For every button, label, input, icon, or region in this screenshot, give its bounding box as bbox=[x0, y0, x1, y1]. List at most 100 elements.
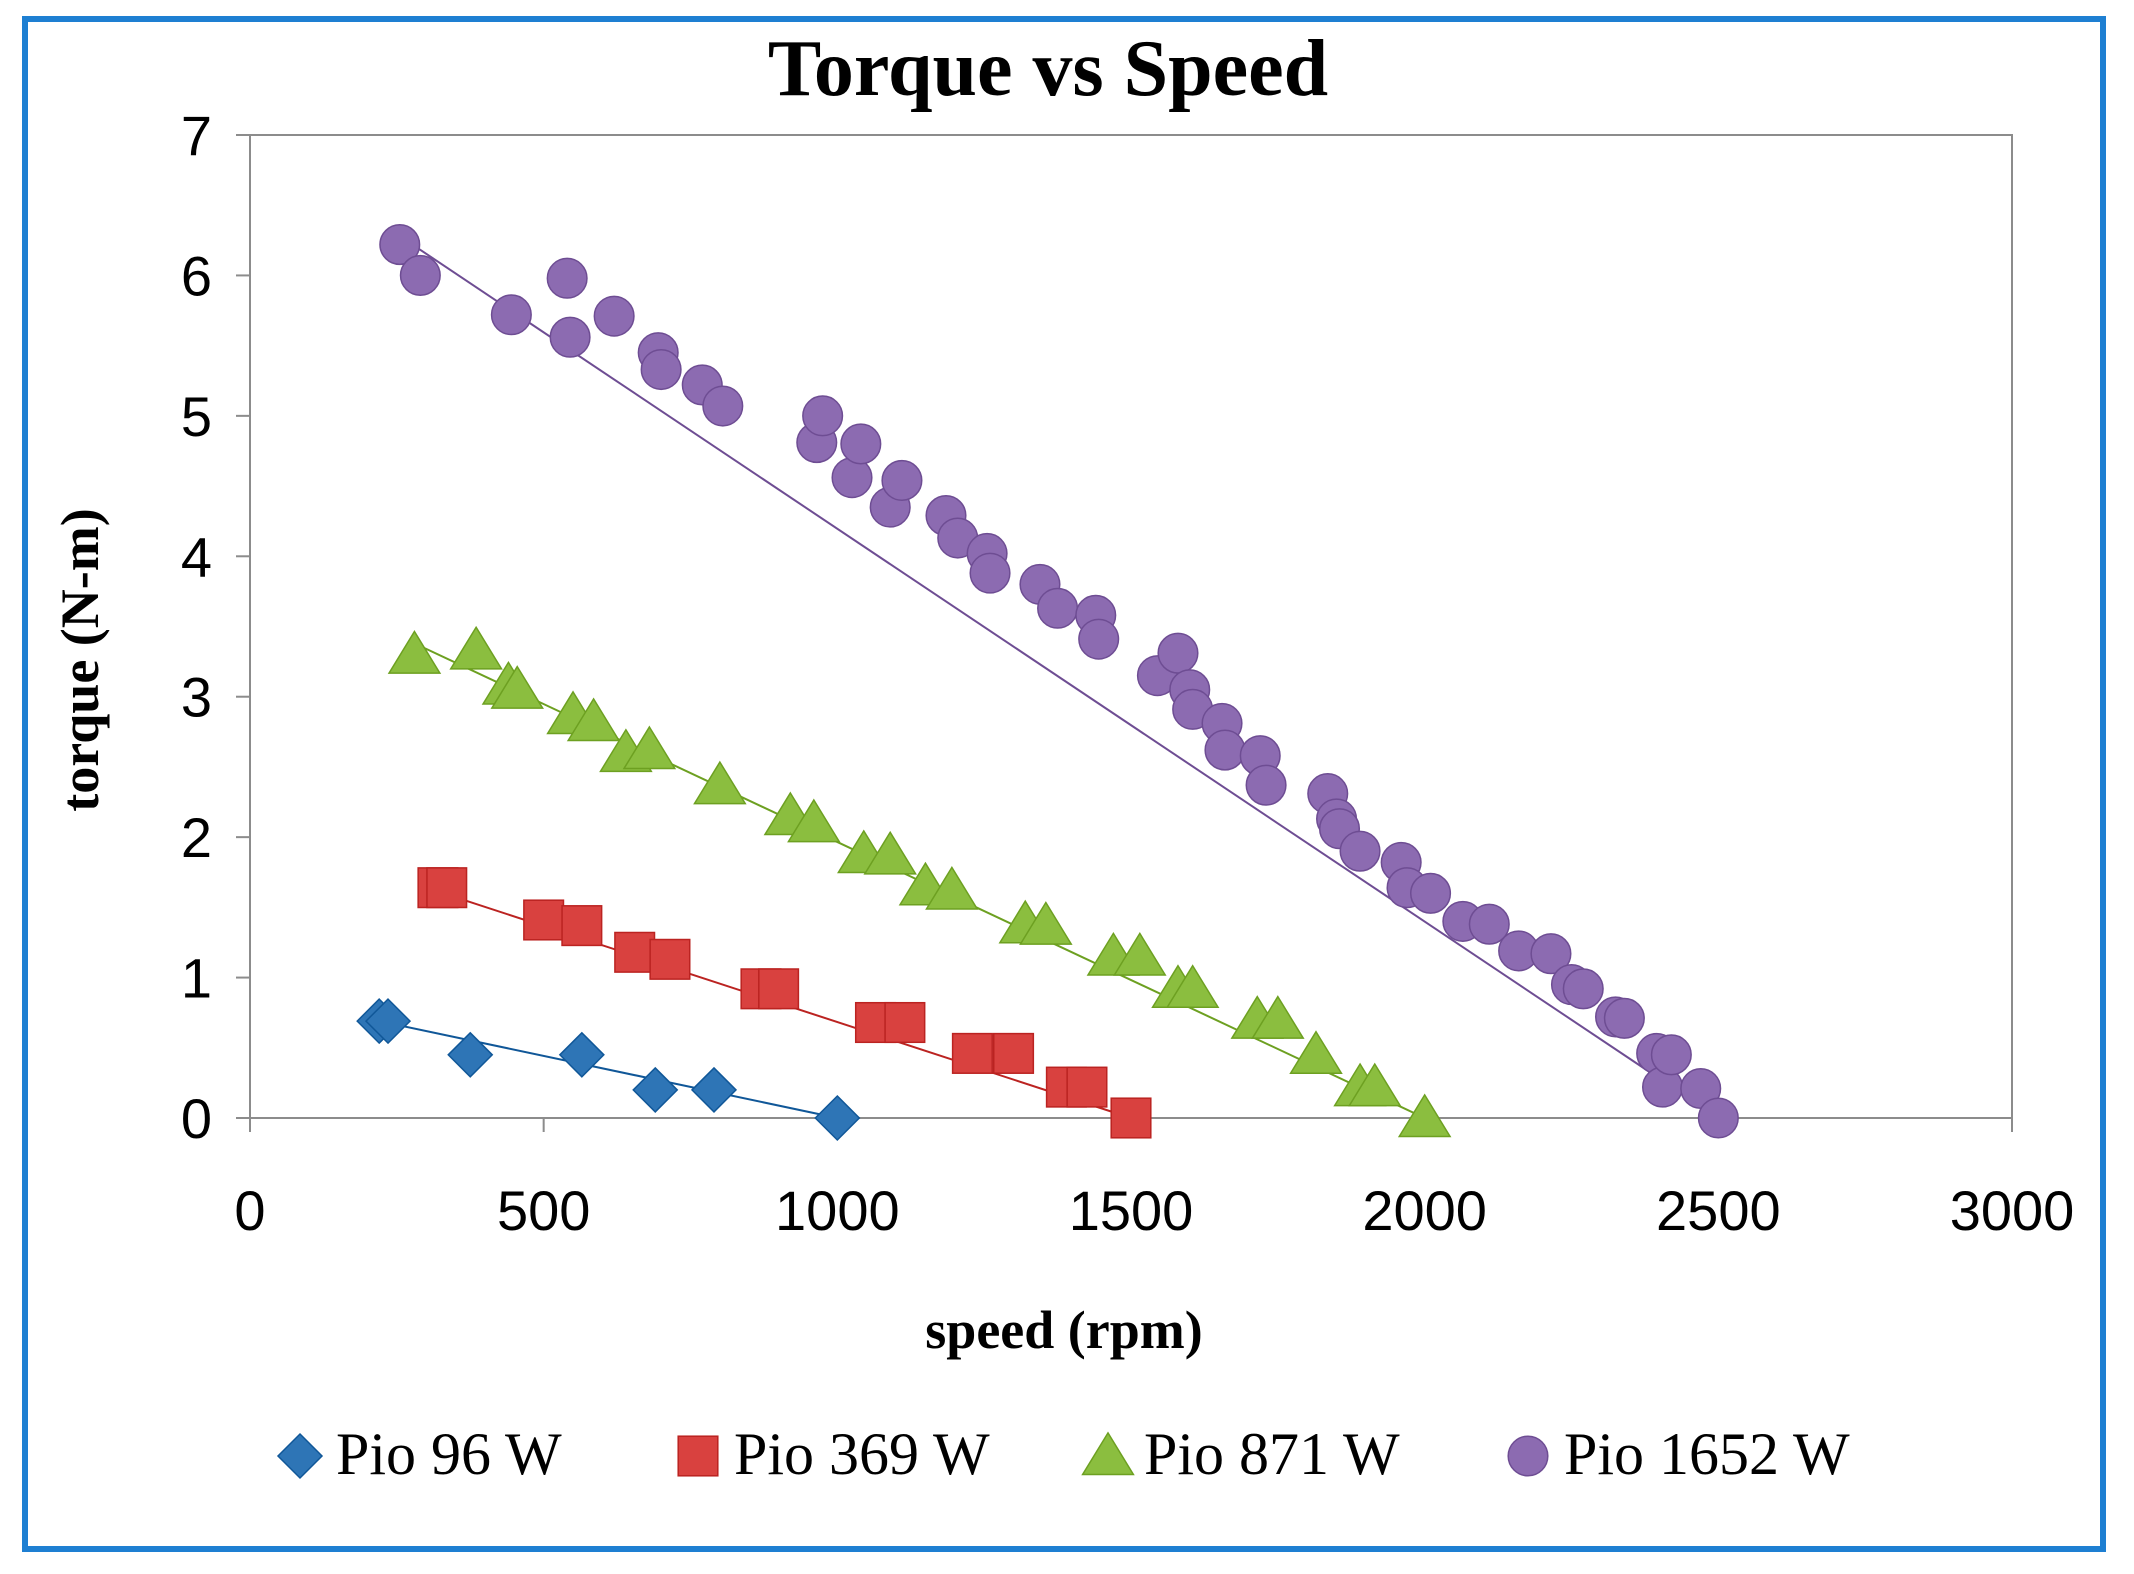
trendline-pio-96-w bbox=[379, 1020, 838, 1119]
data-point-pio-871-w bbox=[1165, 964, 1220, 1009]
data-point-pio-1652-w bbox=[1603, 997, 1645, 1039]
data-point-pio-871-w bbox=[1019, 901, 1073, 945]
series-pio-1652-w bbox=[379, 223, 1739, 1139]
legend-marker-pio-369-w bbox=[677, 1435, 719, 1477]
series-pio-369-w bbox=[417, 867, 1152, 1139]
series-pio-871-w bbox=[387, 625, 1452, 1138]
data-point-pio-1652-w bbox=[640, 348, 682, 391]
legend-item-pio-369-w: Pio 369 W bbox=[677, 1421, 990, 1487]
data-point-pio-96-w bbox=[690, 1066, 738, 1113]
data-point-pio-1652-w bbox=[1037, 587, 1079, 629]
legend-marker-pio-871-w bbox=[1081, 1431, 1135, 1476]
x-tick-label: 2000 bbox=[1362, 1179, 1487, 1242]
y-tick-label: 0 bbox=[181, 1087, 212, 1150]
data-point-pio-1652-w bbox=[549, 316, 591, 358]
data-point-pio-1652-w bbox=[399, 254, 441, 296]
x-tick-label: 3000 bbox=[1950, 1179, 2075, 1242]
data-point-pio-96-w bbox=[558, 1031, 605, 1078]
data-point-pio-1652-w bbox=[802, 395, 844, 437]
data-point-pio-1652-w bbox=[1530, 933, 1572, 975]
legend-label: Pio 96 W bbox=[336, 1421, 562, 1487]
x-tick-label: 1000 bbox=[775, 1179, 900, 1242]
data-point-pio-369-w bbox=[992, 1032, 1035, 1074]
x-tick-label: 1500 bbox=[1069, 1179, 1194, 1242]
data-point-pio-871-w bbox=[566, 697, 621, 742]
data-point-pio-871-w bbox=[1289, 1030, 1343, 1075]
torque-speed-chart: Torque vs Speed 0 500 1000 1500 2000 2500 3000… bbox=[50, 25, 2074, 1487]
data-point-pio-1652-w bbox=[1078, 618, 1120, 660]
data-point-pio-369-w bbox=[758, 968, 800, 1010]
data-point-pio-871-w bbox=[387, 630, 442, 674]
trendline-pio-1652-w bbox=[399, 235, 1719, 1119]
data-point-pio-1652-w bbox=[840, 423, 882, 465]
legend-item-pio-1652-w: Pio 1652 W bbox=[1507, 1421, 1850, 1487]
legend-item-pio-871-w: Pio 871 W bbox=[1081, 1421, 1400, 1487]
data-point-pio-871-w bbox=[449, 625, 503, 670]
data-point-pio-871-w bbox=[1251, 995, 1305, 1039]
legend-marker-pio-96-w bbox=[276, 1432, 324, 1480]
y-tick-label: 7 bbox=[181, 104, 212, 167]
y-tick-label: 1 bbox=[181, 947, 212, 1010]
data-point-pio-369-w bbox=[1066, 1066, 1108, 1108]
legend-label: Pio 369 W bbox=[734, 1421, 990, 1487]
data-point-pio-1652-w bbox=[1339, 830, 1381, 872]
data-point-pio-1652-w bbox=[1204, 729, 1246, 771]
chart-frame: Torque vs Speed 0 500 1000 1500 2000 2500 3000… bbox=[22, 16, 2106, 1552]
data-point-pio-1652-w bbox=[1245, 764, 1287, 806]
data-point-pio-1652-w bbox=[969, 552, 1011, 594]
data-point-pio-1652-w bbox=[546, 257, 588, 299]
series-pio-96-w bbox=[356, 998, 861, 1142]
trendlines bbox=[379, 235, 1719, 1119]
data-point-pio-1652-w bbox=[702, 385, 744, 427]
y-tick-label: 2 bbox=[181, 806, 212, 869]
data-point-pio-369-w bbox=[523, 899, 565, 941]
data-point-pio-1652-w bbox=[490, 294, 532, 336]
data-point-pio-871-w bbox=[622, 725, 677, 770]
y-tick-label: 4 bbox=[181, 525, 212, 588]
data-point-pio-369-w bbox=[649, 938, 691, 980]
data-point-pio-1652-w bbox=[1468, 903, 1510, 945]
data-point-pio-369-w bbox=[561, 905, 603, 947]
chart-title: Torque vs Speed bbox=[768, 25, 1328, 113]
axes: 0 500 1000 1500 2000 2500 3000 0 1 2 3 4 5 6 7 bbox=[181, 104, 2074, 1242]
data-point-pio-1652-w bbox=[1697, 1097, 1739, 1139]
data-point-pio-369-w bbox=[426, 867, 468, 909]
data-point-pio-871-w bbox=[693, 760, 747, 805]
data-point-pio-871-w bbox=[1113, 931, 1167, 976]
data-point-pio-96-w bbox=[364, 998, 412, 1045]
y-tick-label: 6 bbox=[181, 244, 212, 307]
legend-label: Pio 871 W bbox=[1144, 1421, 1400, 1487]
data-point-pio-871-w bbox=[863, 830, 917, 875]
data-point-pio-1652-w bbox=[1409, 872, 1452, 914]
data-point-pio-1652-w bbox=[881, 459, 923, 502]
data-point-pio-369-w bbox=[1110, 1097, 1152, 1139]
data-point-pio-369-w bbox=[951, 1032, 993, 1074]
y-tick-label: 5 bbox=[181, 385, 212, 448]
data-point-pio-871-w bbox=[1397, 1093, 1452, 1138]
x-tick-label: 2500 bbox=[1656, 1179, 1781, 1242]
y-axis-label: torque (N-m) bbox=[50, 508, 110, 811]
data-point-pio-369-w bbox=[884, 1001, 926, 1044]
x-tick-label: 500 bbox=[497, 1179, 590, 1242]
data-point-pio-96-w bbox=[632, 1066, 679, 1113]
data-point-pio-1652-w bbox=[1650, 1034, 1692, 1076]
legend-item-pio-96-w: Pio 96 W bbox=[276, 1421, 562, 1487]
data-point-pio-1652-w bbox=[593, 295, 635, 337]
data-point-pio-871-w bbox=[925, 865, 979, 910]
x-tick-label: 0 bbox=[234, 1179, 265, 1242]
data-point-pio-1652-w bbox=[1562, 968, 1604, 1010]
data-point-pio-96-w bbox=[814, 1094, 861, 1142]
data-point-pio-871-w bbox=[1347, 1062, 1402, 1107]
data-point-pio-96-w bbox=[447, 1031, 494, 1078]
data-point-pio-369-w bbox=[614, 931, 656, 973]
data-point-pio-1652-w bbox=[1157, 632, 1199, 674]
x-axis-label: speed (rpm) bbox=[925, 1300, 1202, 1360]
legend-marker-pio-1652-w bbox=[1507, 1435, 1549, 1477]
legend: Pio 96 W Pio 369 W Pio 871 W Pio 1652 W bbox=[276, 1421, 1850, 1487]
legend-label: Pio 1652 W bbox=[1564, 1421, 1850, 1487]
data-markers bbox=[356, 223, 1739, 1142]
data-point-pio-1652-w bbox=[379, 223, 421, 266]
data-point-pio-871-w bbox=[490, 665, 544, 709]
y-tick-label: 3 bbox=[181, 666, 212, 729]
data-point-pio-871-w bbox=[787, 798, 841, 843]
